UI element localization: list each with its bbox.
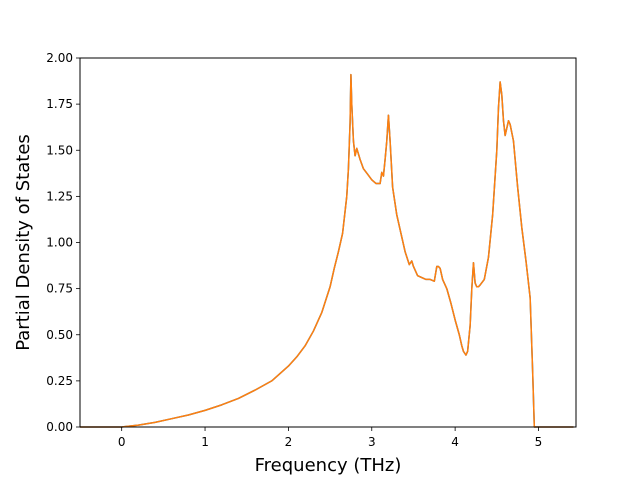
y-tick-label: 2.00	[46, 51, 73, 65]
x-tick-label: 4	[451, 435, 459, 449]
x-tick-label: 2	[285, 435, 293, 449]
y-tick-label: 1.25	[46, 189, 73, 203]
x-axis-ticks: 0 1 2 3 4 5	[118, 427, 542, 449]
y-tick-label: 0.00	[46, 420, 73, 434]
series-line-2	[80, 73, 574, 428]
series-layer	[80, 73, 574, 428]
y-tick-label: 1.50	[46, 143, 73, 157]
y-tick-label: 0.75	[46, 282, 73, 296]
y-tick-label: 0.50	[46, 328, 73, 342]
x-tick-label: 1	[201, 435, 209, 449]
y-tick-label: 1.00	[46, 236, 73, 250]
y-tick-label: 1.75	[46, 97, 73, 111]
y-tick-label: 0.25	[46, 374, 73, 388]
y-axis-ticks: 0.00 0.25 0.50 0.75 1.00 1.25 1.50 1.75 2.00	[46, 51, 80, 434]
y-axis-label: Partial Density of States	[13, 134, 34, 351]
x-tick-label: 0	[118, 435, 126, 449]
x-tick-label: 5	[535, 435, 543, 449]
x-axis-label: Frequency (THz)	[255, 455, 402, 476]
x-tick-label: 3	[368, 435, 376, 449]
